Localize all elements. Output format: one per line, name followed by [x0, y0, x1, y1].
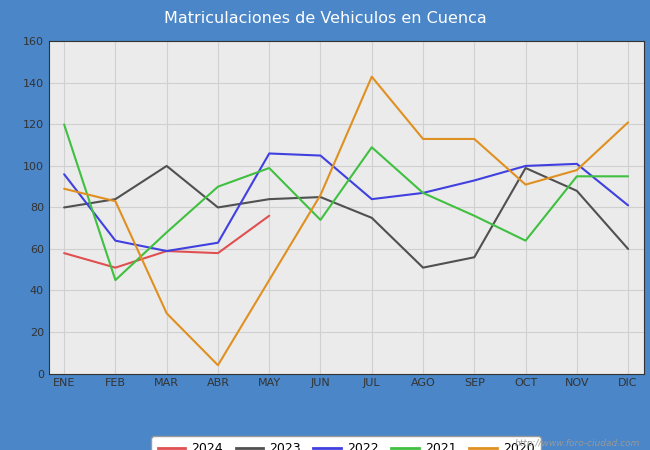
- Text: Matriculaciones de Vehiculos en Cuenca: Matriculaciones de Vehiculos en Cuenca: [164, 11, 486, 26]
- Text: http://www.foro-ciudad.com: http://www.foro-ciudad.com: [515, 439, 640, 448]
- Legend: 2024, 2023, 2022, 2021, 2020: 2024, 2023, 2022, 2021, 2020: [151, 436, 541, 450]
